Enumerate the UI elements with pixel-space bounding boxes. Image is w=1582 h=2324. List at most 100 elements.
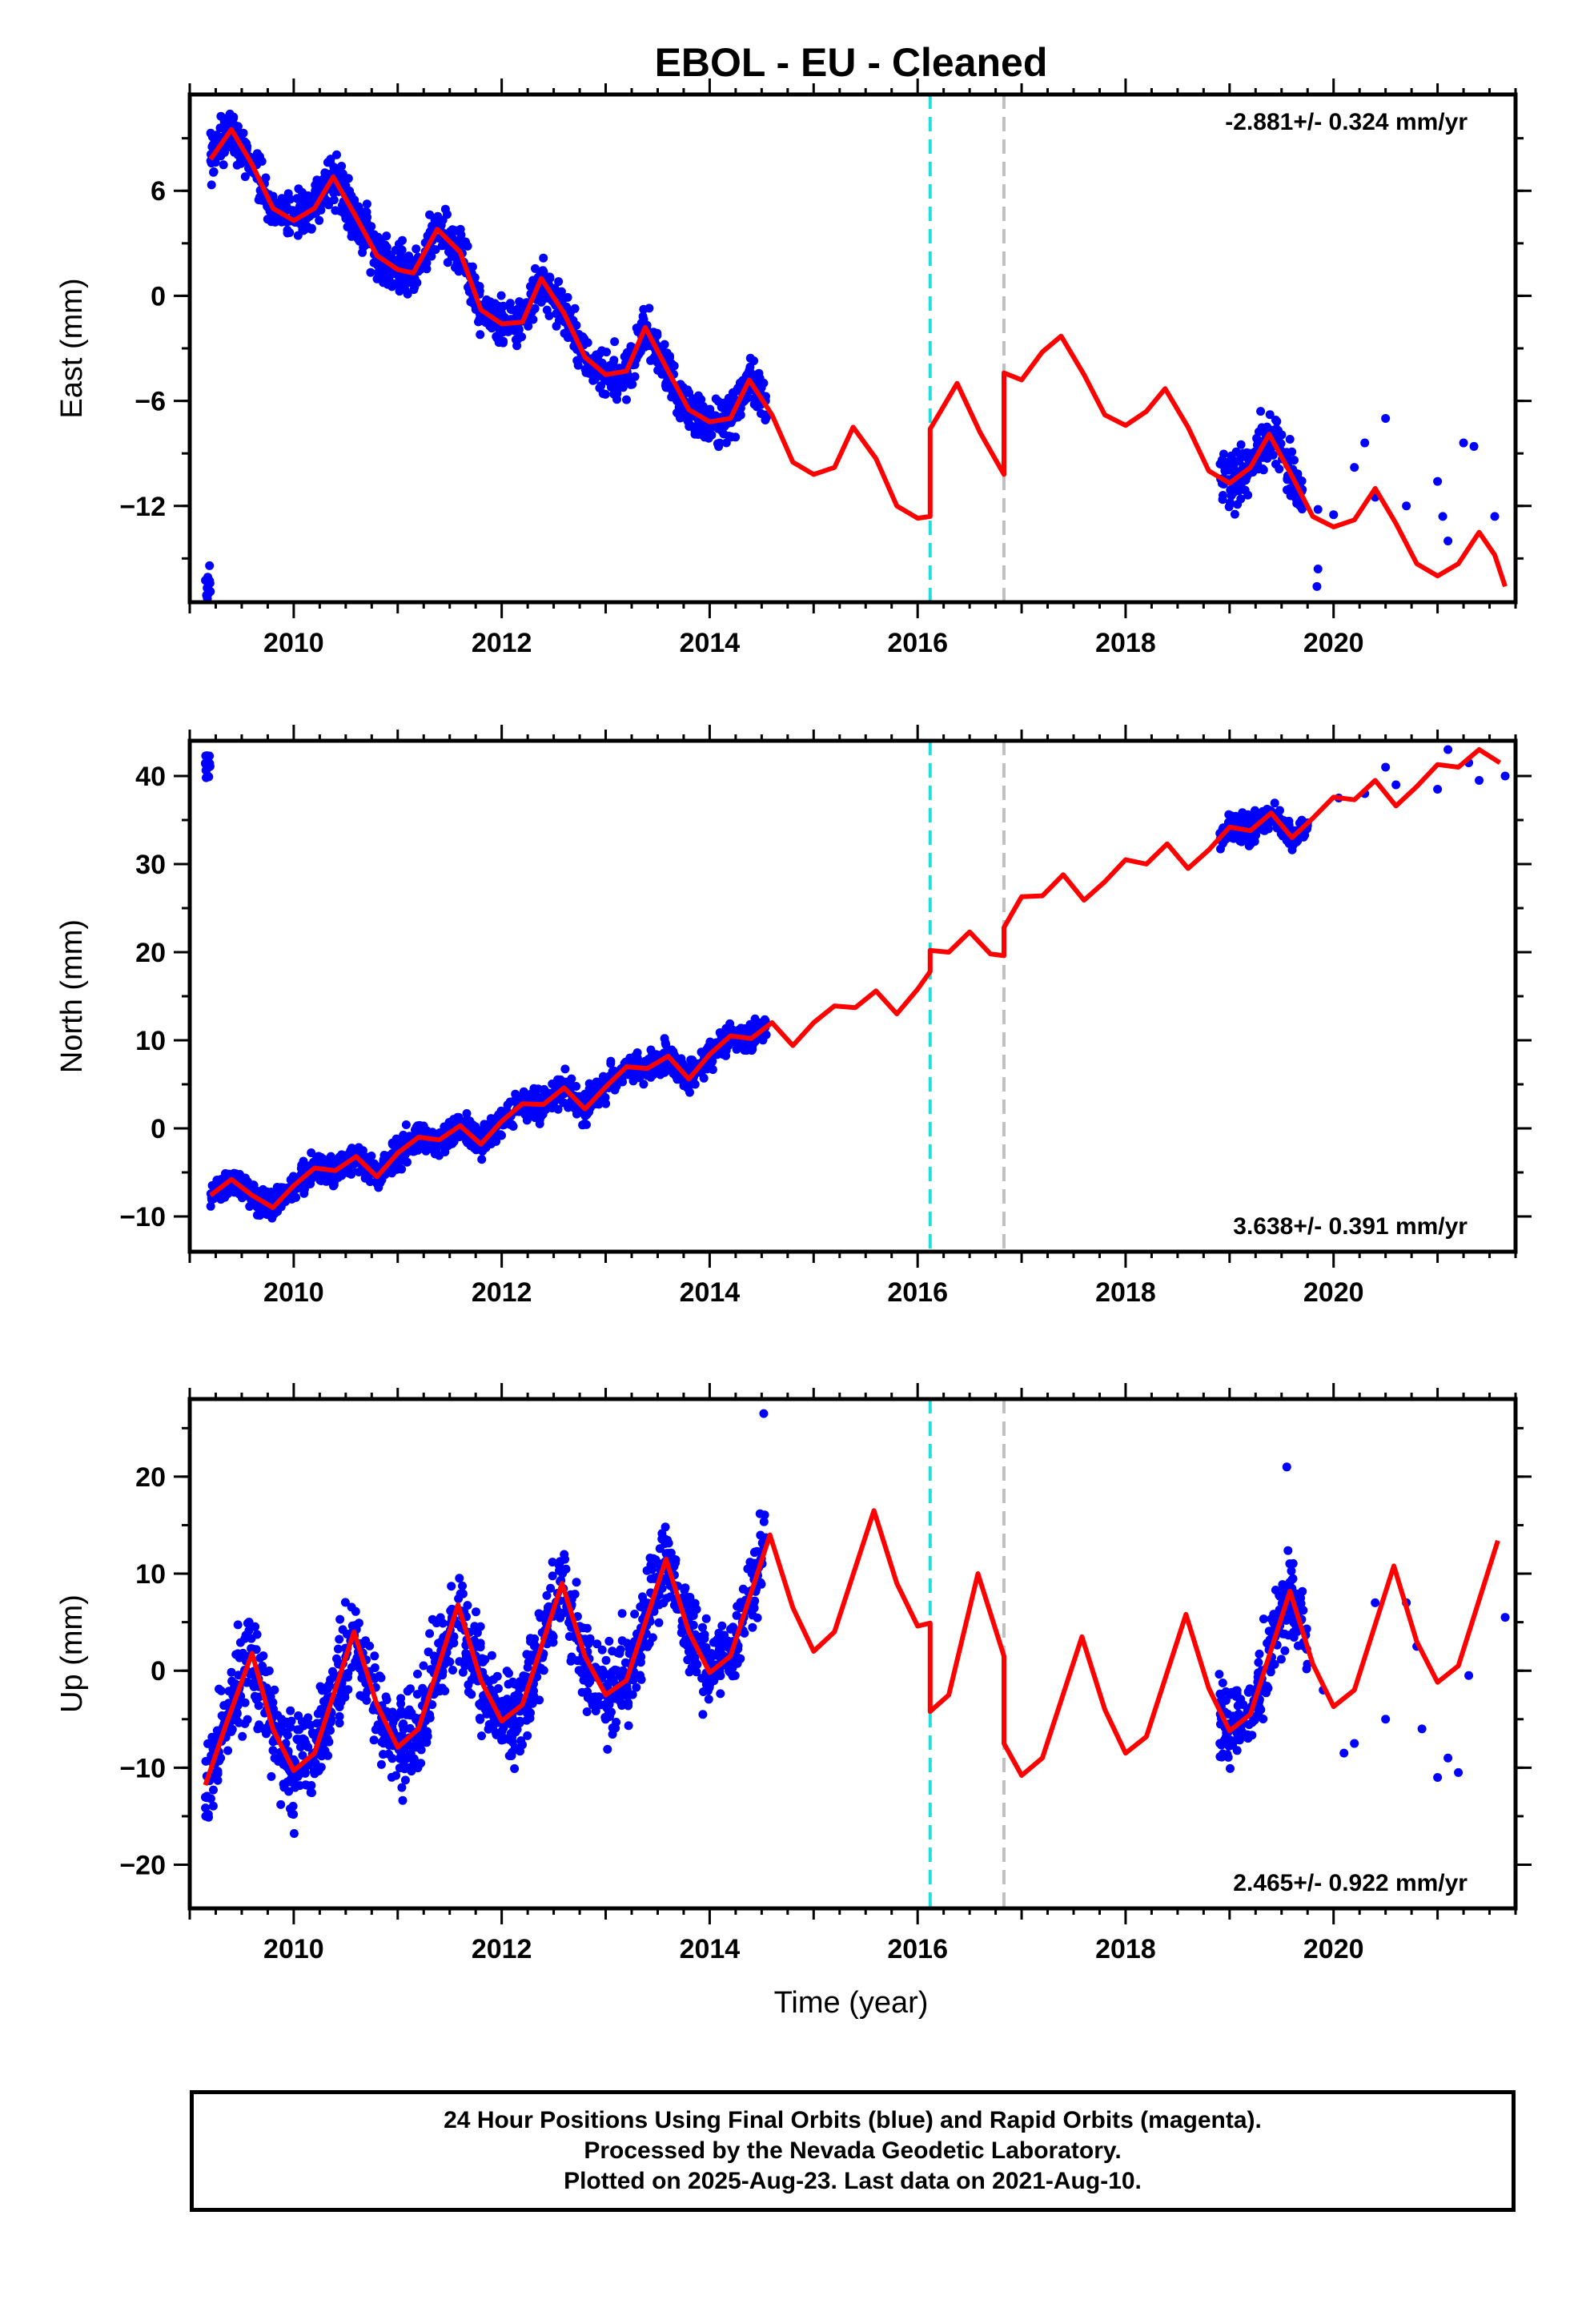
data-point	[454, 1594, 464, 1603]
data-point	[270, 1753, 279, 1763]
data-point	[572, 320, 581, 330]
data-point	[335, 1614, 345, 1624]
data-point	[407, 1742, 416, 1751]
data-point	[201, 1792, 210, 1802]
data-point	[1256, 407, 1266, 416]
data-point	[648, 355, 656, 364]
data-point	[219, 160, 228, 170]
data-point	[297, 1160, 307, 1170]
data-point	[582, 1637, 592, 1647]
data-point	[205, 561, 215, 570]
data-point	[716, 1689, 725, 1699]
data-point	[1433, 476, 1443, 486]
data-point	[600, 375, 610, 384]
data-point	[662, 1594, 672, 1603]
data-point	[654, 1600, 664, 1610]
data-point	[563, 328, 572, 337]
data-point	[207, 1180, 217, 1190]
data-point	[412, 278, 422, 287]
data-point	[418, 1683, 428, 1693]
data-point	[335, 1634, 344, 1644]
chart-title: EBOL - EU - Cleaned	[655, 40, 1048, 85]
data-point	[415, 1738, 424, 1747]
data-point	[396, 1694, 406, 1703]
data-point	[240, 1634, 250, 1643]
data-point	[238, 1731, 247, 1741]
data-point	[602, 1703, 612, 1712]
data-point	[548, 1571, 557, 1581]
data-point	[1219, 491, 1227, 500]
data-point	[508, 1727, 518, 1736]
data-point	[404, 251, 414, 261]
data-point	[670, 1554, 680, 1564]
data-point	[725, 1667, 735, 1677]
data-point	[601, 1655, 611, 1665]
data-point	[211, 1771, 221, 1780]
data-point	[683, 1593, 692, 1602]
data-point	[407, 1767, 416, 1776]
data-point	[461, 1649, 471, 1658]
data-point	[726, 432, 736, 441]
data-point	[387, 282, 397, 292]
data-point	[355, 1663, 364, 1673]
data-point	[707, 1057, 717, 1067]
data-point	[526, 282, 535, 292]
data-point	[621, 1688, 631, 1698]
data-point	[254, 195, 263, 205]
data-point	[462, 1109, 472, 1118]
data-point	[729, 1622, 737, 1632]
y-axis-label: North (mm)	[55, 919, 89, 1073]
data-point	[737, 1023, 746, 1033]
data-point	[463, 1138, 472, 1148]
data-point	[280, 203, 290, 212]
data-point	[760, 1510, 769, 1520]
data-point	[750, 1596, 760, 1606]
data-point	[518, 1740, 527, 1750]
data-point	[499, 301, 508, 311]
data-point	[467, 1690, 476, 1699]
data-point	[1230, 509, 1239, 519]
data-point	[370, 1663, 379, 1672]
data-point	[373, 260, 383, 270]
data-point	[697, 1674, 707, 1683]
data-point	[240, 1698, 250, 1707]
data-point	[492, 1671, 502, 1681]
data-point	[567, 1074, 576, 1084]
data-point	[1231, 829, 1241, 838]
data-point	[1236, 440, 1246, 449]
data-point	[398, 1720, 408, 1730]
data-point	[353, 229, 363, 239]
data-point	[403, 1687, 412, 1696]
data-point	[745, 1027, 754, 1036]
data-point	[1216, 844, 1225, 854]
data-point	[721, 1045, 730, 1054]
data-point	[560, 1554, 570, 1564]
data-point	[458, 1581, 467, 1590]
data-point	[667, 392, 677, 402]
data-points	[201, 109, 1500, 602]
rate-label: 3.638+/- 0.391 mm/yr	[1233, 1213, 1468, 1240]
data-point	[698, 1710, 708, 1719]
data-point	[494, 338, 504, 348]
data-point	[303, 191, 313, 200]
data-point	[299, 1184, 309, 1194]
data-point	[342, 1630, 351, 1638]
data-point	[1267, 449, 1277, 459]
data-point	[709, 1676, 719, 1686]
data-point	[283, 1719, 293, 1729]
data-point	[716, 1648, 725, 1658]
data-point	[698, 1622, 707, 1632]
data-point	[419, 1661, 428, 1671]
data-point	[360, 1691, 370, 1700]
data-point	[603, 1744, 612, 1754]
data-point	[652, 1067, 661, 1076]
data-point	[387, 1140, 397, 1149]
data-point	[719, 398, 729, 408]
data-point	[689, 1610, 698, 1620]
data-point	[605, 360, 615, 370]
data-point	[591, 373, 600, 383]
data-point	[365, 1177, 375, 1187]
data-point	[311, 1157, 321, 1166]
y-tick-label: −12	[119, 492, 166, 522]
